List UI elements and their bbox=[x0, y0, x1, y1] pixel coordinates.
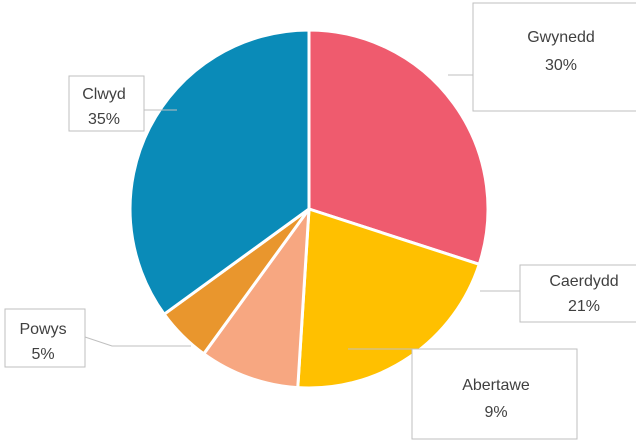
pie-slice-caerdydd bbox=[296, 207, 481, 390]
percent-label: 5% bbox=[31, 346, 54, 363]
callout-box bbox=[4, 308, 86, 368]
callout-box bbox=[519, 264, 636, 323]
callout-box bbox=[472, 2, 636, 112]
callout-box bbox=[411, 348, 578, 440]
category-label: Caerdydd bbox=[549, 273, 618, 290]
pie-slice-abertawe bbox=[202, 207, 311, 390]
category-label: Abertawe bbox=[462, 377, 530, 394]
percent-label: 9% bbox=[484, 404, 507, 421]
callout-powys: Powys 5% bbox=[4, 308, 86, 368]
callout-box bbox=[68, 75, 145, 132]
callout-gwynedd: Gwynedd 30% bbox=[472, 2, 636, 112]
category-label: Gwynedd bbox=[527, 29, 595, 46]
category-label: Powys bbox=[19, 321, 66, 338]
callout-clwyd: Clwyd 35% bbox=[68, 75, 145, 132]
callout-caerdydd: Caerdydd 21% bbox=[519, 264, 636, 323]
percent-label: 35% bbox=[88, 111, 120, 128]
pie-slice-gwynedd bbox=[307, 28, 490, 266]
percent-label: 30% bbox=[545, 57, 577, 74]
callout-abertawe: Abertawe 9% bbox=[411, 348, 578, 440]
pie-slices bbox=[128, 28, 490, 390]
leader-line-powys bbox=[84, 336, 191, 347]
data-label-callouts: Gwynedd 30% Caerdydd 21% Abertawe 9% Powys 5% Cl… bbox=[4, 2, 636, 440]
category-label: Clwyd bbox=[82, 86, 126, 103]
pie-slice-clwyd bbox=[128, 28, 311, 316]
percent-label: 21% bbox=[568, 298, 600, 315]
